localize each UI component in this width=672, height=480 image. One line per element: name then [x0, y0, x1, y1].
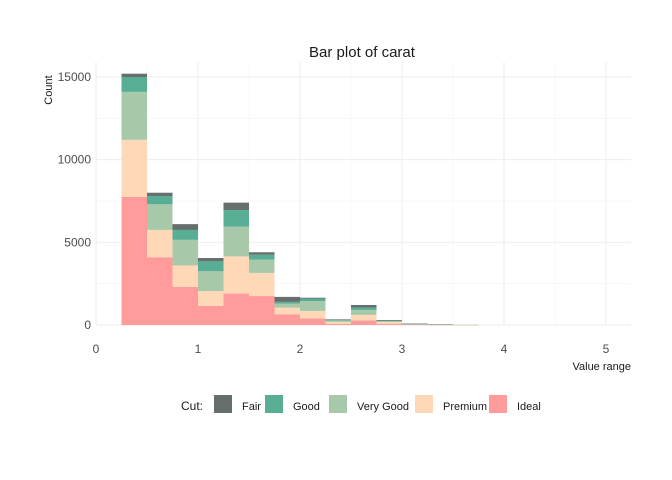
bar-fair	[351, 304, 377, 308]
bar-good	[198, 261, 224, 272]
legend-label: Fair	[242, 401, 261, 413]
bar-ideal	[223, 293, 249, 325]
bar-ideal	[198, 305, 224, 325]
bar-good	[351, 307, 377, 310]
legend-key-ideal	[489, 395, 507, 413]
bar-good	[249, 254, 275, 260]
bar-premium	[300, 310, 326, 319]
bar-premium	[223, 256, 249, 294]
legend-key-premium	[415, 395, 433, 413]
y-axis-label: Count	[43, 75, 55, 104]
bar-fair	[427, 324, 453, 325]
bar-very-good	[198, 271, 224, 292]
legend-title: Cut:	[181, 399, 203, 413]
bar-ideal	[249, 296, 275, 325]
bar-very-good	[121, 91, 147, 140]
axis-ticks: 0 1 2 3 4 5 0 5000 10000 15000	[58, 70, 610, 356]
bar-premium	[172, 265, 198, 287]
bar-ideal	[121, 196, 147, 325]
legend-label: Ideal	[517, 401, 541, 413]
bar-fair	[274, 296, 300, 302]
y-tick-label: 0	[84, 318, 91, 332]
bar-fair	[249, 252, 275, 255]
legend-key-good	[265, 395, 283, 413]
bar-very-good	[147, 204, 173, 230]
bar-good	[325, 320, 351, 321]
bar-premium	[147, 229, 173, 258]
bar-ideal	[172, 286, 198, 325]
bar-fair	[121, 73, 147, 77]
bar-ideal	[274, 314, 300, 325]
bar-fair	[223, 202, 249, 211]
bar-very-good	[172, 239, 198, 266]
bar-ideal	[300, 318, 326, 325]
legend: Cut: Fair Good Very Good Premium Ideal	[181, 395, 541, 413]
bar-ideal	[325, 324, 351, 325]
bar-good	[376, 320, 402, 322]
bar-very-good	[223, 226, 249, 257]
bar-good	[274, 301, 300, 304]
bar-fair	[147, 192, 173, 197]
legend-label: Premium	[443, 401, 487, 413]
bar-premium	[325, 321, 351, 325]
bar-very-good	[325, 320, 351, 322]
x-tick-label: 5	[603, 342, 610, 356]
bar-premium	[351, 314, 377, 321]
x-axis-label: Value range	[572, 361, 631, 373]
bars	[121, 73, 479, 326]
bar-ideal	[376, 323, 402, 325]
bar-premium	[376, 322, 402, 324]
bar-fair	[325, 319, 351, 321]
bar-ideal	[351, 320, 377, 325]
bar-premium	[249, 272, 275, 297]
legend-key-very-good	[329, 395, 347, 413]
bar-ideal	[402, 324, 428, 326]
y-tick-label: 10000	[58, 153, 92, 167]
bar-good	[121, 77, 147, 92]
x-tick-label: 4	[501, 342, 508, 356]
bar-good	[300, 298, 326, 302]
bar-fair	[376, 320, 402, 321]
y-tick-label: 5000	[64, 235, 91, 249]
chart-title: Bar plot of carat	[309, 44, 416, 61]
bar-very-good	[300, 301, 326, 311]
bar-good	[172, 229, 198, 240]
x-tick-label: 0	[93, 342, 100, 356]
legend-key-fair	[214, 395, 232, 413]
bar-fair	[172, 224, 198, 230]
bar-premium	[198, 291, 224, 306]
bar-very-good	[249, 259, 275, 273]
bar-ideal	[147, 257, 173, 325]
legend-label: Very Good	[357, 401, 409, 413]
x-tick-label: 3	[399, 342, 406, 356]
y-tick-label: 15000	[58, 70, 92, 84]
bar-good	[147, 196, 173, 205]
x-tick-label: 1	[195, 342, 202, 356]
bar-premium	[274, 307, 300, 315]
bar-very-good	[351, 309, 377, 315]
bar-premium	[121, 139, 147, 197]
bar-fair	[300, 297, 326, 299]
bar-very-good	[453, 324, 479, 326]
legend-label: Good	[293, 401, 320, 413]
x-tick-label: 2	[297, 342, 304, 356]
bar-fair	[402, 323, 428, 325]
bar-good	[223, 210, 249, 227]
bar-very-good	[376, 321, 402, 323]
bar-very-good	[274, 303, 300, 308]
bar-fair	[198, 258, 224, 262]
